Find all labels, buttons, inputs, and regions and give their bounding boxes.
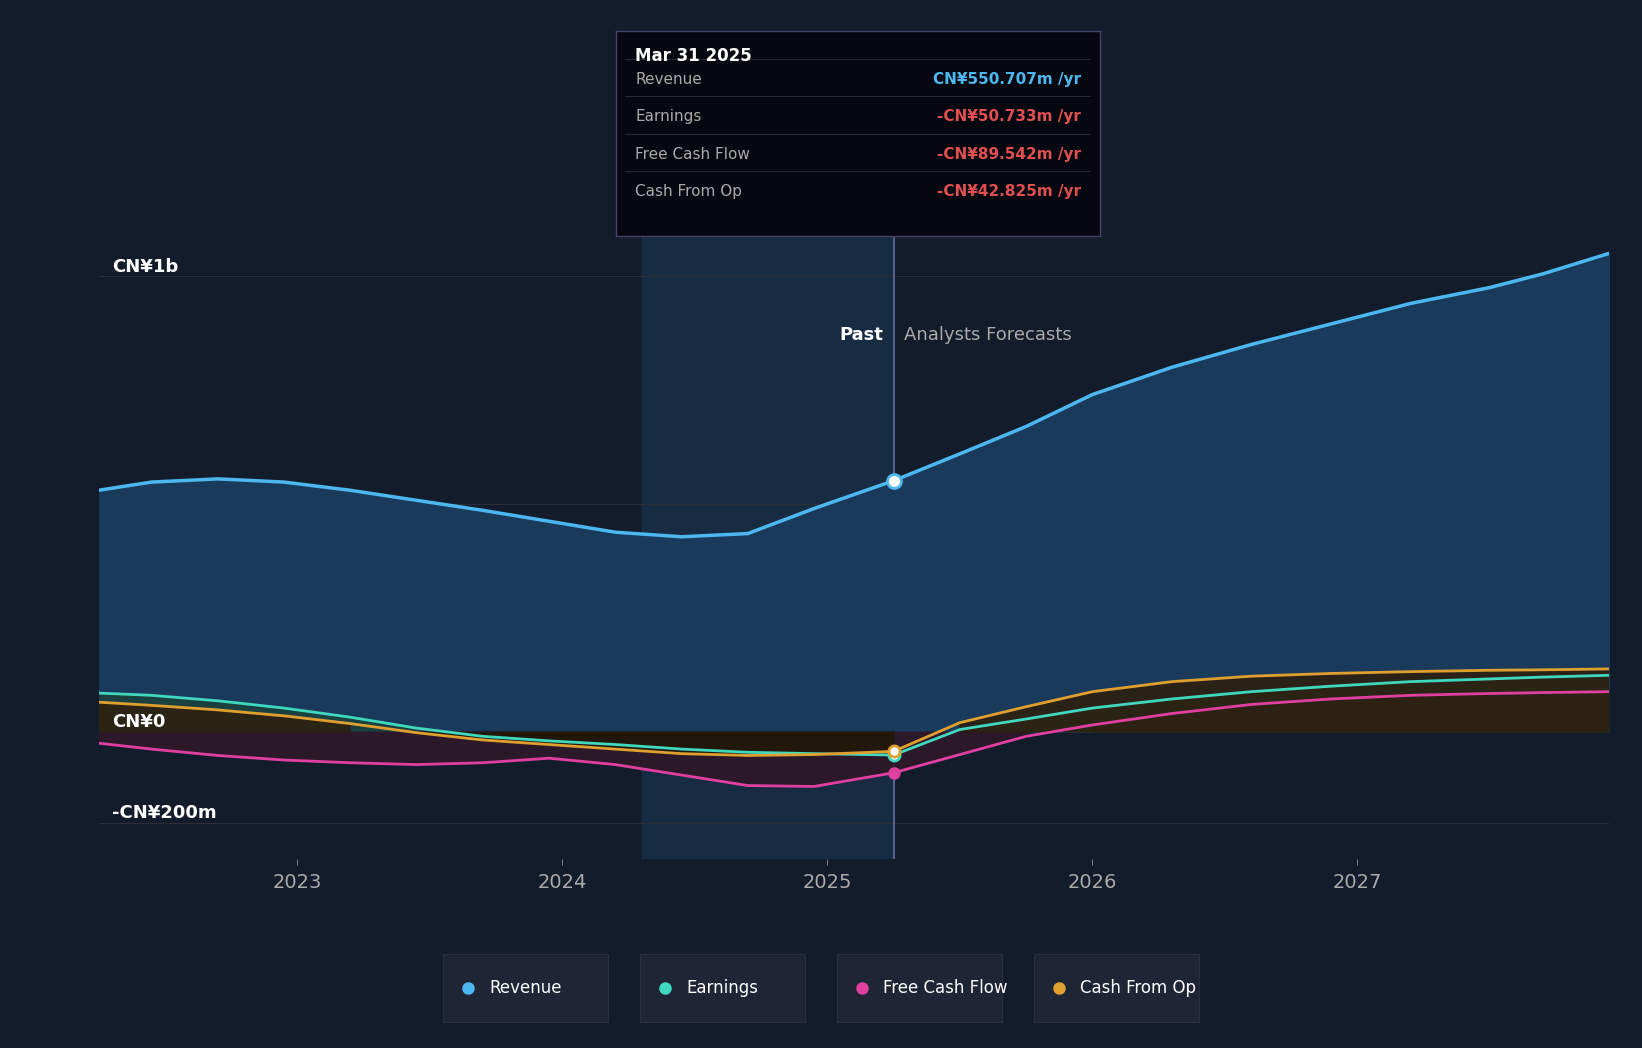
Text: CN¥0: CN¥0: [112, 713, 166, 730]
Text: Free Cash Flow: Free Cash Flow: [635, 147, 750, 161]
Text: -CN¥42.825m /yr: -CN¥42.825m /yr: [936, 183, 1080, 199]
Text: Cash From Op: Cash From Op: [635, 183, 742, 199]
Text: -CN¥50.733m /yr: -CN¥50.733m /yr: [938, 109, 1080, 125]
Bar: [642, 231, 893, 859]
Text: Revenue: Revenue: [635, 72, 701, 87]
Text: Free Cash Flow: Free Cash Flow: [883, 979, 1008, 997]
Text: Mar 31 2025: Mar 31 2025: [635, 47, 752, 65]
Text: -CN¥89.542m /yr: -CN¥89.542m /yr: [938, 147, 1080, 161]
Text: CN¥550.707m /yr: CN¥550.707m /yr: [933, 72, 1080, 87]
Text: Earnings: Earnings: [635, 109, 701, 125]
Text: Earnings: Earnings: [686, 979, 759, 997]
Text: Revenue: Revenue: [489, 979, 562, 997]
Text: -CN¥200m: -CN¥200m: [112, 804, 217, 822]
Text: Cash From Op: Cash From Op: [1080, 979, 1197, 997]
Text: Past: Past: [839, 326, 883, 345]
Text: Analysts Forecasts: Analysts Forecasts: [905, 326, 1072, 345]
Text: CN¥1b: CN¥1b: [112, 258, 177, 276]
